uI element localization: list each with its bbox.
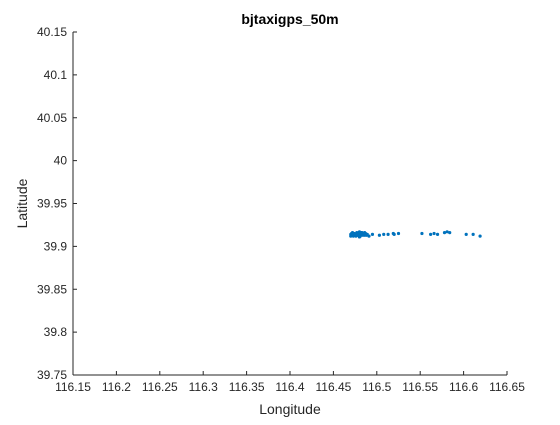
x-tick-label: 116.4	[275, 380, 304, 394]
y-tick-label: 39.8	[44, 325, 68, 339]
data-point	[350, 232, 353, 235]
x-tick-label: 116.55	[402, 380, 438, 394]
data-point	[378, 234, 381, 237]
chart-title: bjtaxigps_50m	[241, 11, 338, 27]
data-point	[367, 234, 370, 237]
data-point	[354, 233, 357, 236]
data-point	[420, 232, 423, 235]
x-tick-label: 116.2	[102, 380, 131, 394]
data-point	[358, 235, 361, 238]
x-tick-label: 116.6	[449, 380, 478, 394]
data-point	[386, 233, 389, 236]
y-tick-label: 39.9	[44, 239, 68, 253]
data-point	[478, 234, 481, 237]
y-tick-label: 40.1	[44, 68, 68, 82]
x-tick-label: 116.35	[229, 380, 265, 394]
y-tick-label: 39.75	[37, 368, 67, 382]
x-tick-label: 116.3	[189, 380, 218, 394]
y-tick-label: 40	[54, 154, 68, 168]
data-point	[371, 233, 374, 236]
data-point	[465, 233, 468, 236]
y-tick-label: 39.85	[37, 282, 67, 296]
x-tick-label: 116.25	[142, 380, 178, 394]
axes-background	[73, 32, 507, 375]
y-tick-label: 40.15	[37, 25, 67, 39]
x-tick-label: 116.15	[55, 380, 91, 394]
data-point	[448, 231, 451, 234]
data-point	[429, 233, 432, 236]
y-axis-title: Latitude	[14, 178, 30, 228]
data-point	[360, 231, 363, 234]
data-point	[397, 232, 400, 235]
x-tick-label: 116.45	[315, 380, 351, 394]
data-point	[472, 233, 475, 236]
data-point	[436, 233, 439, 236]
x-tick-label: 116.65	[489, 380, 525, 394]
y-tick-label: 39.95	[37, 197, 67, 211]
x-tick-label: 116.5	[362, 380, 391, 394]
y-tick-label: 40.05	[37, 111, 67, 125]
data-point	[432, 232, 435, 235]
x-axis-title: Longitude	[259, 401, 321, 417]
data-point	[393, 233, 396, 236]
data-point	[382, 233, 385, 236]
